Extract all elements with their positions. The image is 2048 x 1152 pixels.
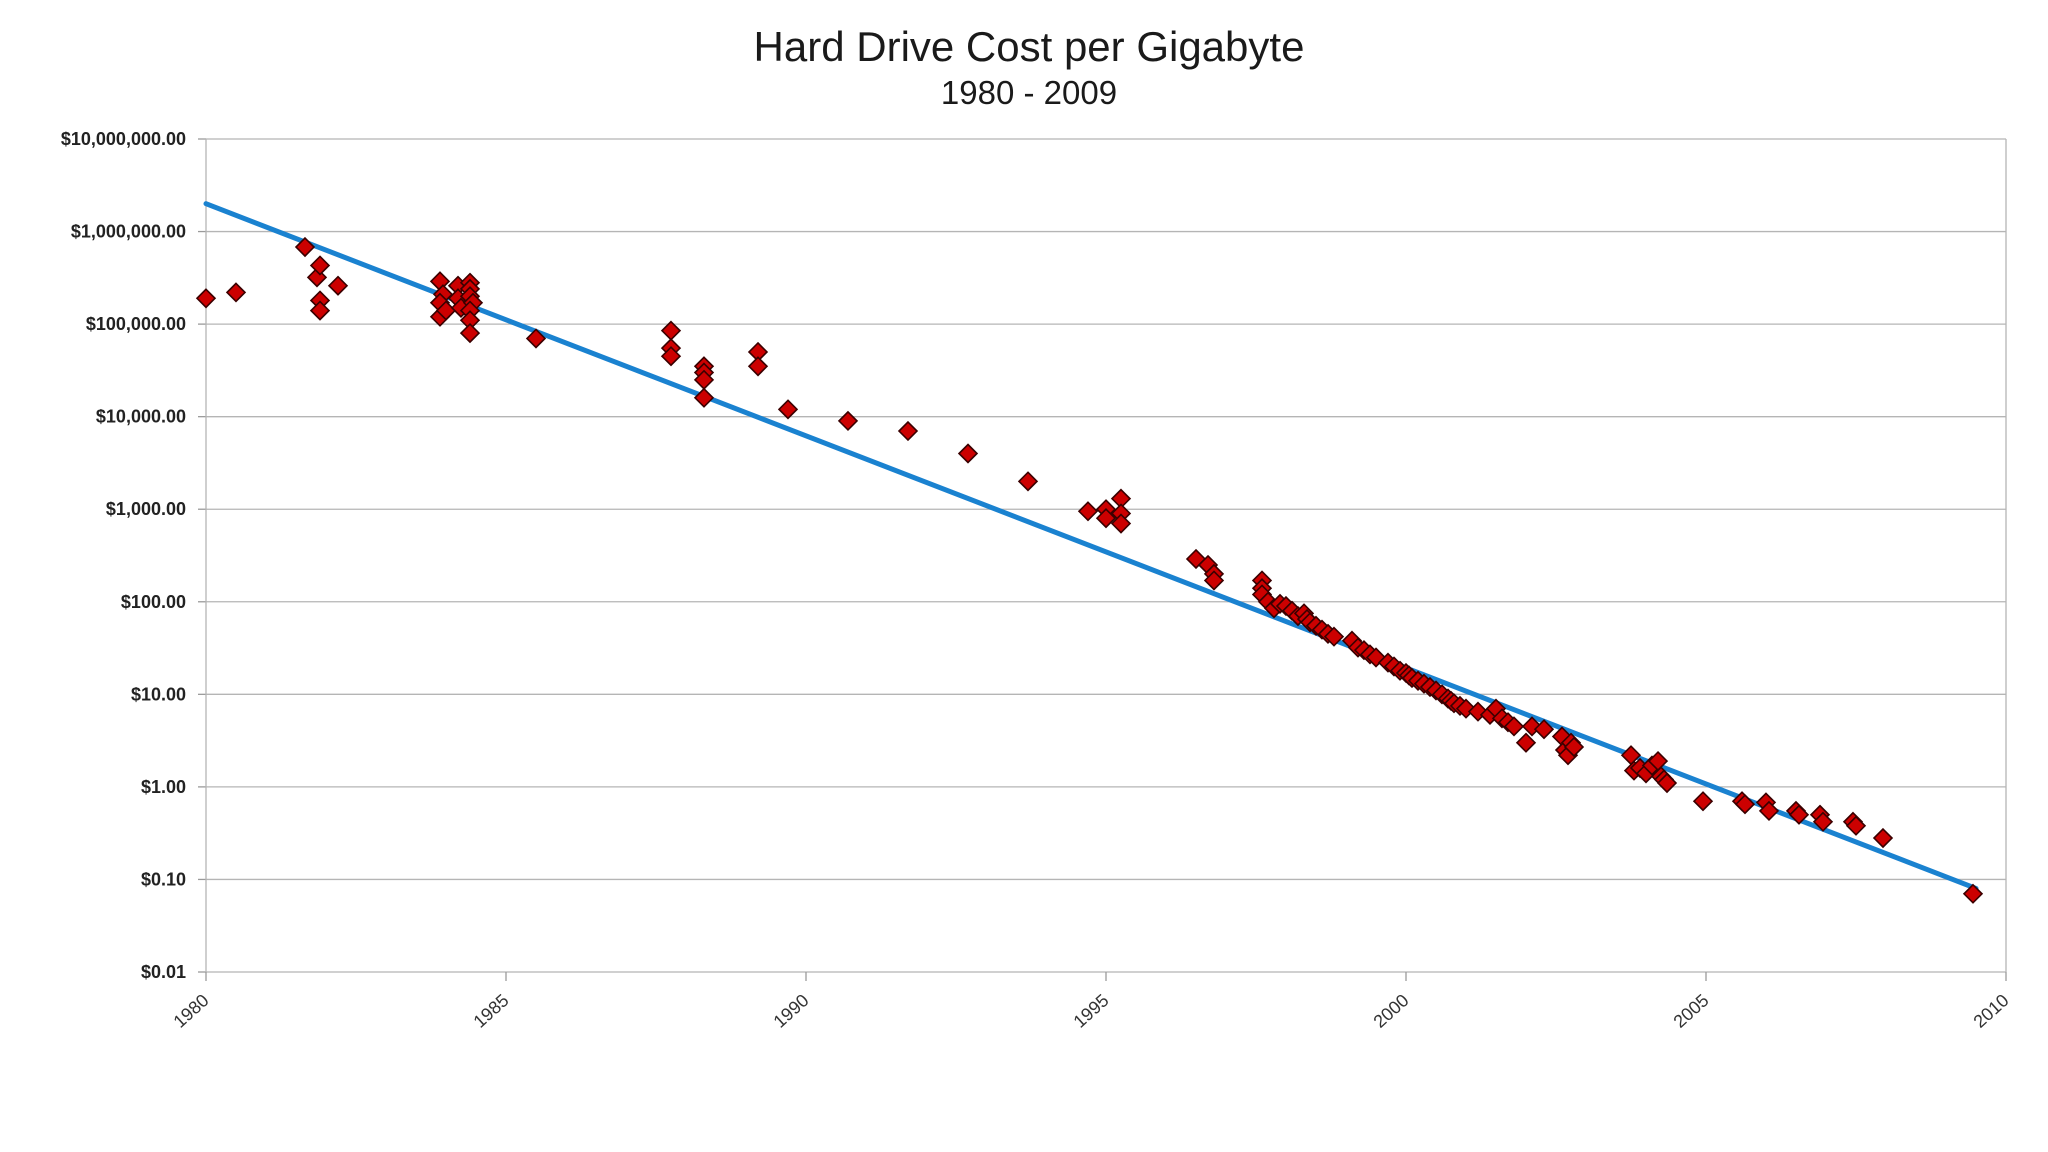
y-tick-label: $0.10	[141, 869, 186, 889]
x-axis-tick-labels: 1980 1985 1990 1995 2000 2005 2010	[170, 990, 2013, 1032]
data-point	[837, 410, 859, 432]
data-point	[1962, 883, 1984, 904]
data-point	[195, 288, 217, 309]
x-tick-label: 1990	[770, 990, 813, 1032]
data-point	[1077, 501, 1099, 522]
y-tick-label: $100,000.00	[86, 314, 186, 334]
data-point	[693, 387, 715, 408]
data-point	[1692, 791, 1714, 812]
x-tick-label: 2005	[1670, 990, 1713, 1032]
data-point	[1323, 626, 1345, 647]
data-point	[294, 236, 316, 258]
chart-subtitle: 1980 - 2009	[941, 74, 1117, 111]
data-point	[1515, 732, 1537, 753]
trendline-layer	[203, 201, 1979, 891]
y-tick-label: $10,000.00	[96, 407, 186, 427]
data-point	[1017, 471, 1039, 492]
axes	[198, 138, 2007, 981]
y-tick-label: $100.00	[121, 592, 186, 612]
data-point	[1563, 736, 1585, 758]
y-tick-label: $0.01	[141, 962, 186, 982]
x-tick-label: 1995	[1070, 990, 1113, 1032]
data-point	[1872, 827, 1894, 849]
data-point	[1203, 570, 1225, 591]
chart-title: Hard Drive Cost per Gigabyte	[754, 23, 1305, 70]
data-point	[327, 275, 349, 296]
data-point	[777, 399, 799, 420]
data-points	[195, 236, 1984, 904]
x-tick-label: 2010	[1970, 990, 2013, 1032]
data-point	[1503, 716, 1525, 737]
data-point	[1812, 811, 1834, 832]
x-tick-label: 1985	[470, 990, 513, 1032]
y-tick-label: $1.00	[141, 777, 186, 797]
data-point	[747, 356, 769, 377]
data-point	[1758, 800, 1780, 822]
y-tick-label: $10,000,000.00	[61, 129, 186, 149]
data-point	[957, 443, 979, 464]
data-point	[1110, 513, 1132, 534]
x-tick-label: 1980	[170, 990, 213, 1032]
data-point	[1656, 772, 1678, 794]
data-point	[1533, 719, 1555, 740]
data-point	[1734, 794, 1756, 815]
trend-line	[203, 201, 1979, 891]
data-point	[660, 346, 682, 367]
data-point	[309, 255, 331, 276]
data-point	[1845, 815, 1867, 836]
data-point	[309, 300, 331, 321]
data-point	[897, 420, 919, 442]
data-point	[459, 322, 481, 344]
data-point	[1788, 804, 1810, 825]
y-tick-label: $10.00	[131, 684, 186, 704]
data-point	[1095, 508, 1117, 529]
y-tick-label: $1,000.00	[106, 499, 186, 519]
x-tick-label: 2000	[1370, 990, 1413, 1032]
y-tick-label: $1,000,000.00	[71, 222, 186, 242]
y-axis-tick-labels: $10,000,000.00 $1,000,000.00 $100,000.00 $1…	[61, 129, 186, 982]
data-point	[225, 282, 247, 303]
data-point	[525, 328, 547, 349]
